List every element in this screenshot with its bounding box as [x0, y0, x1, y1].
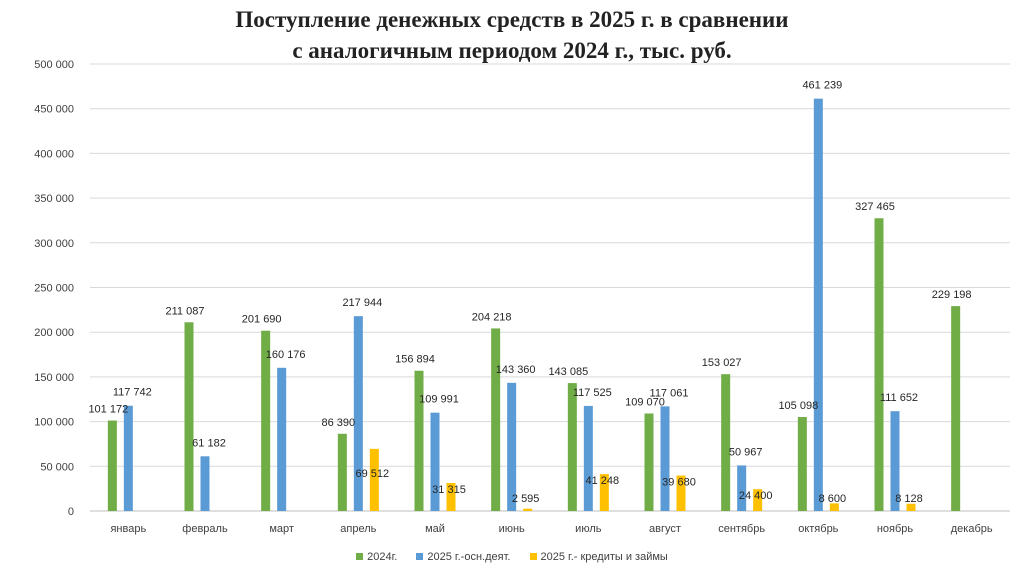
data-label: 41 248	[586, 475, 620, 487]
x-tick-label: октябрь	[798, 523, 838, 535]
y-tick-label: 100 000	[34, 417, 74, 429]
bar	[491, 328, 501, 511]
bar	[277, 367, 287, 511]
y-tick-label: 150 000	[34, 372, 74, 384]
y-tick-label: 450 000	[34, 104, 74, 116]
legend-swatch-2025-main	[416, 553, 424, 560]
data-label: 61 182	[192, 437, 226, 449]
y-tick-label: 200 000	[34, 327, 74, 339]
bar-chart: 0 50 000 100 000 150 000 200 000 250 000 300 0…	[34, 59, 1010, 535]
data-label: 156 894	[395, 354, 435, 366]
data-label: 105 098	[778, 400, 818, 412]
y-tick-label: 350 000	[34, 193, 74, 205]
data-label: 461 239	[802, 80, 842, 92]
data-label: 204 218	[472, 311, 512, 323]
data-label: 217 944	[342, 297, 382, 309]
x-tick-label: июнь	[499, 523, 525, 535]
data-label: 39 680	[662, 477, 696, 489]
data-label: 50 967	[729, 446, 763, 458]
data-label: 160 176	[266, 349, 306, 361]
data-label: 109 070	[625, 396, 665, 408]
bar	[446, 483, 456, 511]
bar	[369, 448, 379, 511]
legend-swatch-2024	[356, 553, 364, 560]
legend-item-2025-main: 2025 г.-осн.деят.	[416, 551, 510, 563]
data-label: 8 600	[819, 493, 847, 505]
x-tick-label: март	[269, 523, 294, 535]
bar	[906, 503, 916, 511]
data-label: 101 172	[88, 404, 128, 416]
legend-label-2025-main: 2025 г.-осн.деят.	[427, 551, 511, 563]
bar	[337, 433, 347, 511]
legend-item-2024: 2024г.	[356, 551, 397, 563]
bar	[184, 322, 194, 511]
bar	[753, 489, 763, 511]
bar	[721, 374, 731, 511]
x-tick-label: январь	[110, 523, 146, 535]
data-label: 69 512	[356, 468, 390, 480]
y-tick-label: 500 000	[34, 59, 74, 71]
chart-legend: 2024г. 2025 г.-осн.деят. 2025 г.- кредит…	[0, 551, 1024, 563]
bar	[644, 413, 654, 511]
bar	[737, 465, 747, 511]
data-label: 8 128	[895, 493, 923, 505]
x-tick-label: ноябрь	[877, 523, 914, 535]
bar	[414, 370, 424, 511]
data-label: 117 742	[113, 387, 152, 399]
y-tick-label: 250 000	[34, 283, 74, 295]
bar	[430, 412, 440, 511]
bar	[797, 417, 807, 511]
data-label: 143 360	[496, 364, 536, 376]
bar	[660, 406, 670, 511]
data-label: 31 315	[432, 484, 466, 496]
bar	[507, 382, 517, 511]
y-tick-label: 400 000	[34, 148, 74, 160]
chart-title: Поступление денежных средств в 2025 г. в…	[0, 4, 1024, 66]
chart-title-line2: с аналогичным периодом 2024 г., тыс. руб…	[292, 38, 732, 63]
legend-swatch-2025-loans	[529, 553, 537, 560]
bar	[200, 456, 210, 511]
legend-label-2025-loans: 2025 г.- кредиты и займы	[540, 551, 668, 563]
y-tick-label: 50 000	[40, 461, 74, 473]
x-tick-label: сентябрь	[718, 523, 765, 535]
x-tick-label: декабрь	[951, 523, 993, 535]
data-label: 153 027	[702, 357, 742, 369]
data-label: 201 690	[242, 314, 282, 326]
bar	[874, 218, 884, 512]
bar	[567, 383, 577, 511]
bar	[107, 420, 117, 511]
bar	[951, 306, 961, 511]
bar	[599, 474, 609, 511]
x-tick-label: август	[649, 523, 681, 535]
data-label: 24 400	[739, 490, 773, 502]
bar	[583, 405, 593, 511]
data-label: 2 595	[512, 493, 540, 505]
data-label: 327 465	[855, 201, 895, 213]
data-label: 211 087	[166, 305, 205, 317]
bar	[890, 411, 900, 511]
data-label: 117 061	[650, 387, 689, 399]
legend-item-2025-loans: 2025 г.- кредиты и займы	[529, 551, 668, 563]
bar	[123, 405, 133, 511]
bar	[676, 475, 686, 511]
data-label: 229 198	[932, 289, 972, 301]
x-tick-label: июль	[575, 523, 602, 535]
y-tick-label: 0	[68, 506, 74, 518]
legend-label-2024: 2024г.	[367, 551, 398, 563]
chart-title-line1: Поступление денежных средств в 2025 г. в…	[235, 7, 789, 32]
data-label: 143 085	[548, 366, 588, 378]
bar	[353, 316, 363, 511]
x-tick-label: май	[425, 523, 445, 535]
bar	[261, 330, 271, 511]
y-tick-label: 300 000	[34, 238, 74, 250]
data-label: 86 390	[322, 417, 356, 429]
data-label: 109 991	[419, 394, 459, 406]
bar	[829, 503, 839, 511]
x-tick-label: апрель	[340, 523, 376, 535]
bar	[813, 98, 823, 511]
data-label: 117 525	[573, 387, 612, 399]
bar	[523, 508, 533, 511]
x-tick-label: февраль	[182, 523, 228, 535]
data-label: 111 652	[880, 392, 918, 404]
